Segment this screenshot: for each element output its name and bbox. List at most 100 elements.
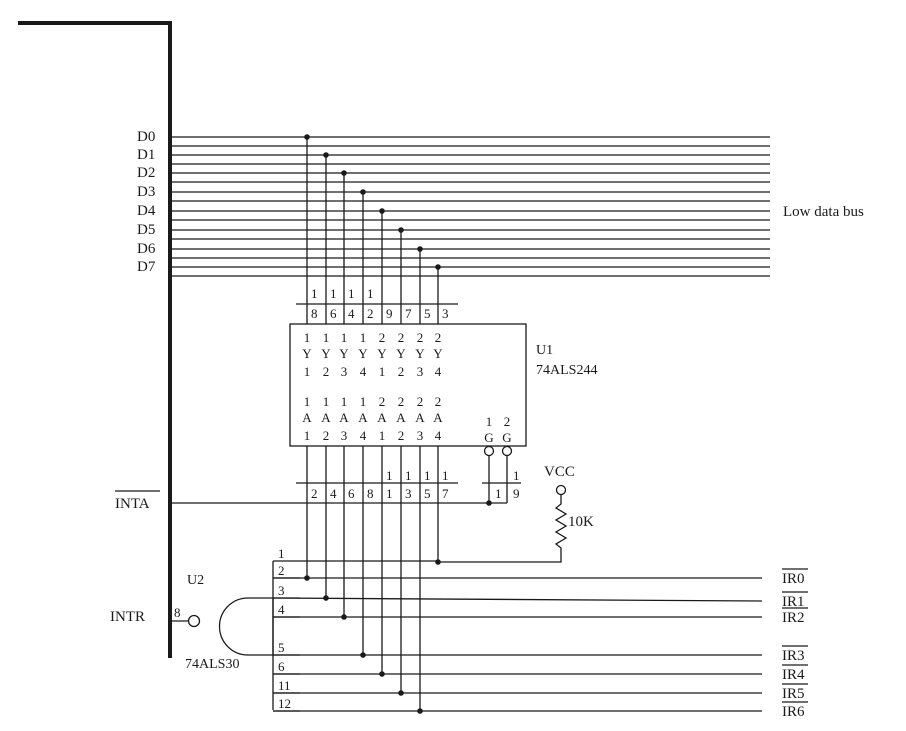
u1-enable-label: 1 [486,414,493,429]
u1-top-pin-number: 1 [311,286,318,301]
bus-label-d5: D5 [137,222,155,238]
u1-enable-label: 2 [504,414,511,429]
inta-label: INTA [115,496,150,512]
ir-junction-dot [398,690,404,696]
bus-label-d6: D6 [137,241,156,257]
u1-top-pin-number: 9 [386,306,393,321]
u1-output-label: 1 [341,330,348,345]
u1-top-pin-number-digit: 6 [330,306,337,321]
u1-input-label-index: 3 [417,428,424,443]
u1-input-label-letter: A [339,410,349,425]
u1-output-label-letter: Y [339,346,349,361]
u1-input-label-letter: A [321,410,331,425]
u1-top-pin-number-digit: 8 [311,306,318,321]
u1-input-label-letter: A [358,410,368,425]
low-data-bus-label: Low data bus [783,204,864,220]
pullup-resistor [438,494,568,563]
u2-input-pin-number: 6 [278,659,285,674]
inta-junction-dot [486,500,492,506]
u1-input-label-letter: A [396,410,406,425]
u1-output-label: 1 [360,330,367,345]
u1-input-label-letter: A [415,410,425,425]
u1-input-label: 2 [435,394,442,409]
data-bus-labels: D0 D1 D2 D3 D4 D5 D6 D7 [137,129,156,275]
u1-bottom-pin-number-digit: 7 [442,486,449,501]
u1-output-label-index: 2 [398,364,405,379]
bus-junction-dot [341,170,347,176]
ir-label-0: IR0 [782,571,805,587]
u1-input-label-index: 2 [323,428,330,443]
u1-bottom-pin-number: 1 [424,468,431,483]
u2-input-pin-number: 11 [278,678,291,693]
u2-input-pin-number: 2 [278,563,285,578]
u1-output-label-index: 1 [304,364,311,379]
u1-bottom-pin-number: 6 [348,486,355,501]
bus-label-d7: D7 [137,259,156,275]
u1-input-label-index: 4 [435,428,442,443]
u1-output-label-letter: Y [321,346,331,361]
ir-junction-dot [435,559,441,565]
u1-input-label-index: 1 [304,428,311,443]
u1-input-label: 2 [417,394,424,409]
u1-input-label-letter: A [433,410,443,425]
u1-top-pin-number: 1 [367,286,374,301]
u1-output-label: 2 [398,330,405,345]
u1-output-label-letter: Y [302,346,312,361]
junction-dots [304,134,492,714]
u1-top-pin-number: 5 [424,306,431,321]
u1-top-pin-number: 3 [442,306,449,321]
bus-junction-dot [323,152,329,158]
u1-bottom-pin-number-digit: 1 [386,486,393,501]
bus-label-d1: D1 [137,147,155,163]
u1-output-label-index: 4 [435,364,442,379]
ir-junction-dot [379,671,385,677]
u2-input-pin-number: 5 [278,640,285,655]
u1-bottom-pin-number: 8 [367,486,374,501]
ir-label-6: IR6 [782,704,805,720]
ir-label-5: IR5 [782,686,805,702]
vcc-label: VCC [544,464,575,480]
u2-part-number: 74ALS30 [185,657,239,672]
u2-input-pin-number: 4 [278,602,285,617]
u1-output-label-letter: Y [415,346,425,361]
u2-input-pin-number: 1 [278,546,285,561]
ir-label-1: IR1 [782,594,805,610]
u1-bottom-pin-number: 1 [386,468,393,483]
u1-reference: U1 [536,343,553,358]
ir-junction-dot [417,708,423,714]
u2-input-pin-number: 12 [278,696,291,711]
u1-input-label-index: 3 [341,428,348,443]
bus-junction-dot [398,227,404,233]
u1-input-label-letter: A [377,410,387,425]
resistor-value: 10K [568,514,594,530]
u1-bottom-pin-number: 4 [330,486,337,501]
u1-output-label-letter: Y [377,346,387,361]
u1-output-wires [306,137,439,324]
u1-input-label: 1 [341,394,348,409]
bus-label-d4: D4 [137,203,156,219]
u1-enable-pin-digit: 9 [513,486,520,501]
u1-output-label-index: 4 [360,364,367,379]
u1-output-label-index: 1 [379,364,386,379]
u1-input-label-index: 2 [398,428,405,443]
u1-body [289,323,527,447]
bus-junction-dot [435,264,441,270]
u1-output-label-letter: Y [396,346,406,361]
u1-enable-bubble [501,445,513,457]
bus-junction-dot [417,246,423,252]
bus-junction-dot [360,189,366,195]
u1-bottom-pin-number-digit: 3 [405,486,412,501]
u1-output-label-index: 3 [341,364,348,379]
u2-output-bubble [187,614,201,628]
u1-input-label-letter: A [302,410,312,425]
u1-output-label: 2 [435,330,442,345]
u1-output-label-letter: Y [358,346,368,361]
bus-label-d3: D3 [137,184,155,200]
